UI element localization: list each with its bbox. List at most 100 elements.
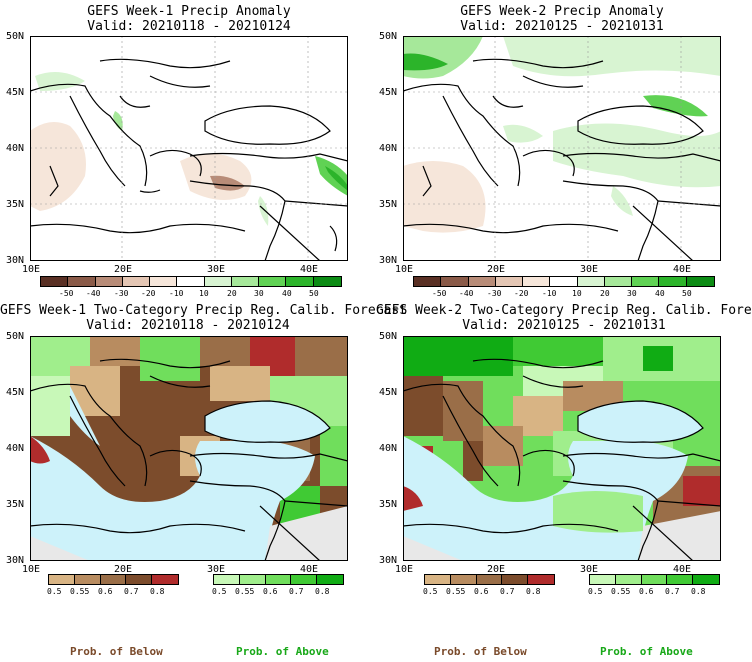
panel4-above-label-2: 0.55 xyxy=(611,587,631,596)
panel1-lat-35: 35N xyxy=(6,199,25,210)
panel4-below-colorbar xyxy=(424,574,555,585)
panel3-prob-below-label: Prob. of Below xyxy=(70,645,163,658)
panel1-title-line2: Valid: 20210118 - 20210124 xyxy=(87,19,291,34)
panel1-legend-label-6: 10 xyxy=(199,289,209,298)
panel4-below-swatch-2 xyxy=(450,575,477,584)
panel4-above-label-3: 0.6 xyxy=(639,587,654,596)
panel2-swatch-7 xyxy=(577,277,605,286)
panel3-lon-40: 40E xyxy=(300,564,319,575)
panel3-above-swatch-1 xyxy=(214,575,240,584)
panel4-above-swatch-4 xyxy=(667,575,694,584)
panel3-above-swatch-2 xyxy=(239,575,266,584)
panel1-swatch-3 xyxy=(95,277,123,286)
panel4-below-label-4: 0.7 xyxy=(500,587,515,596)
panel1-lat-30: 30N xyxy=(6,255,25,266)
panel4-above-label-1: 0.5 xyxy=(588,587,603,596)
panel3-lon-10: 10E xyxy=(22,564,41,575)
panel2-lat-40: 40N xyxy=(379,143,398,154)
panel2-legend-label-6: 10 xyxy=(572,289,582,298)
panel4-prob-above-label: Prob. of Above xyxy=(600,645,693,658)
panel4-below-swatch-3 xyxy=(476,575,503,584)
panel3-map[interactable] xyxy=(30,336,348,561)
panel3-below-colorbar xyxy=(48,574,179,585)
panel4-lat-40: 40N xyxy=(379,443,398,454)
panel2-lon-30: 30E xyxy=(580,264,599,275)
panel2-lon-40: 40E xyxy=(673,264,692,275)
panel3-below-swatch-2 xyxy=(74,575,101,584)
panel1-legend-label-1: -50 xyxy=(59,289,74,298)
panel4-above-swatch-5 xyxy=(693,575,719,584)
panel1-swatch-5 xyxy=(150,277,178,286)
panel3-below-swatch-1 xyxy=(49,575,75,584)
panel3-above-label-1: 0.5 xyxy=(212,587,227,596)
panel3-below-label-1: 0.5 xyxy=(47,587,62,596)
panel3-lat-30: 30N xyxy=(6,555,25,566)
panel2-title-line2: Valid: 20210125 - 20210131 xyxy=(460,19,664,34)
panel2-lon-20: 20E xyxy=(487,264,506,275)
panel2-legend-label-5: -10 xyxy=(542,289,557,298)
panel4-lon-10: 10E xyxy=(395,564,414,575)
panel1-legend-label-7: 20 xyxy=(227,289,237,298)
panel4-below-swatch-1 xyxy=(425,575,451,584)
panel3-map-svg xyxy=(30,336,348,561)
panel1-legend-label-4: -20 xyxy=(141,289,156,298)
panel4-title-line2: Valid: 20210125 - 20210131 xyxy=(462,318,666,333)
panel1-map[interactable] xyxy=(30,36,348,261)
panel2-legend-label-2: -40 xyxy=(459,289,474,298)
panel4-map[interactable] xyxy=(403,336,721,561)
panel2-lat-50: 50N xyxy=(379,31,398,42)
panel1-legend-label-5: -10 xyxy=(169,289,184,298)
panel2-swatch-2 xyxy=(441,277,469,286)
panel2-anomaly-colorbar xyxy=(413,276,715,287)
panel2-legend-label-3: -30 xyxy=(487,289,502,298)
panel1-lon-30: 30E xyxy=(207,264,226,275)
panel2-swatch-9 xyxy=(632,277,660,286)
panel1-title-line1: GEFS Week-1 Precip Anomaly xyxy=(87,4,291,19)
panel1-legend-label-3: -30 xyxy=(114,289,129,298)
panel2-map[interactable] xyxy=(403,36,721,261)
panel3-above-label-4: 0.7 xyxy=(289,587,304,596)
panel2-lat-35: 35N xyxy=(379,199,398,210)
panel3-lon-20: 20E xyxy=(114,564,133,575)
panel2-lat-45: 45N xyxy=(379,87,398,98)
panel1-lon-20: 20E xyxy=(114,264,133,275)
panel4-above-colorbar xyxy=(589,574,720,585)
panel2-swatch-10 xyxy=(659,277,687,286)
panel3-above-label-3: 0.6 xyxy=(263,587,278,596)
panel1-swatch-10 xyxy=(286,277,314,286)
panel2-swatch-11 xyxy=(686,277,714,286)
panel3-title-line1: GEFS Week-1 Two-Category Precip Reg. Cal… xyxy=(0,303,407,318)
panel2-swatch-6 xyxy=(550,277,578,286)
panel2-title-line1: GEFS Week-2 Precip Anomaly xyxy=(460,4,664,19)
panel1-swatch-6 xyxy=(177,277,205,286)
panel3-lat-50: 50N xyxy=(6,331,25,342)
panel4-lat-35: 35N xyxy=(379,499,398,510)
panel1-swatch-8 xyxy=(231,277,260,286)
panel1-title: GEFS Week-1 Precip Anomaly Valid: 202101… xyxy=(30,4,348,34)
panel3-lat-35: 35N xyxy=(6,499,25,510)
panel1-anomaly-colorbar xyxy=(40,276,342,287)
panel4-map-svg xyxy=(403,336,721,561)
panel1-lat-50: 50N xyxy=(6,31,25,42)
panel2-swatch-1 xyxy=(414,277,442,286)
panel3-below-swatch-5 xyxy=(152,575,178,584)
panel1-swatch-4 xyxy=(122,277,151,286)
panel3-lat-40: 40N xyxy=(6,443,25,454)
panel3-below-label-5: 0.8 xyxy=(150,587,165,596)
panel1-legend-label-8: 30 xyxy=(254,289,264,298)
panel2-swatch-4 xyxy=(495,277,524,286)
panel1-legend-label-2: -40 xyxy=(86,289,101,298)
panel4-lon-40: 40E xyxy=(673,564,692,575)
panel3-above-swatch-4 xyxy=(291,575,318,584)
panel2-legend-label-9: 40 xyxy=(655,289,665,298)
panel2-swatch-3 xyxy=(468,277,496,286)
panel3-above-label-2: 0.55 xyxy=(235,587,255,596)
panel1-legend-label-10: 50 xyxy=(309,289,319,298)
panel4-lat-45: 45N xyxy=(379,387,398,398)
panel2-legend-label-7: 20 xyxy=(600,289,610,298)
panel4-below-swatch-5 xyxy=(528,575,554,584)
panel3-prob-above-label: Prob. of Above xyxy=(236,645,329,658)
panel1-legend-label-9: 40 xyxy=(282,289,292,298)
panel4-below-swatch-4 xyxy=(502,575,529,584)
panel1-lon-40: 40E xyxy=(300,264,319,275)
